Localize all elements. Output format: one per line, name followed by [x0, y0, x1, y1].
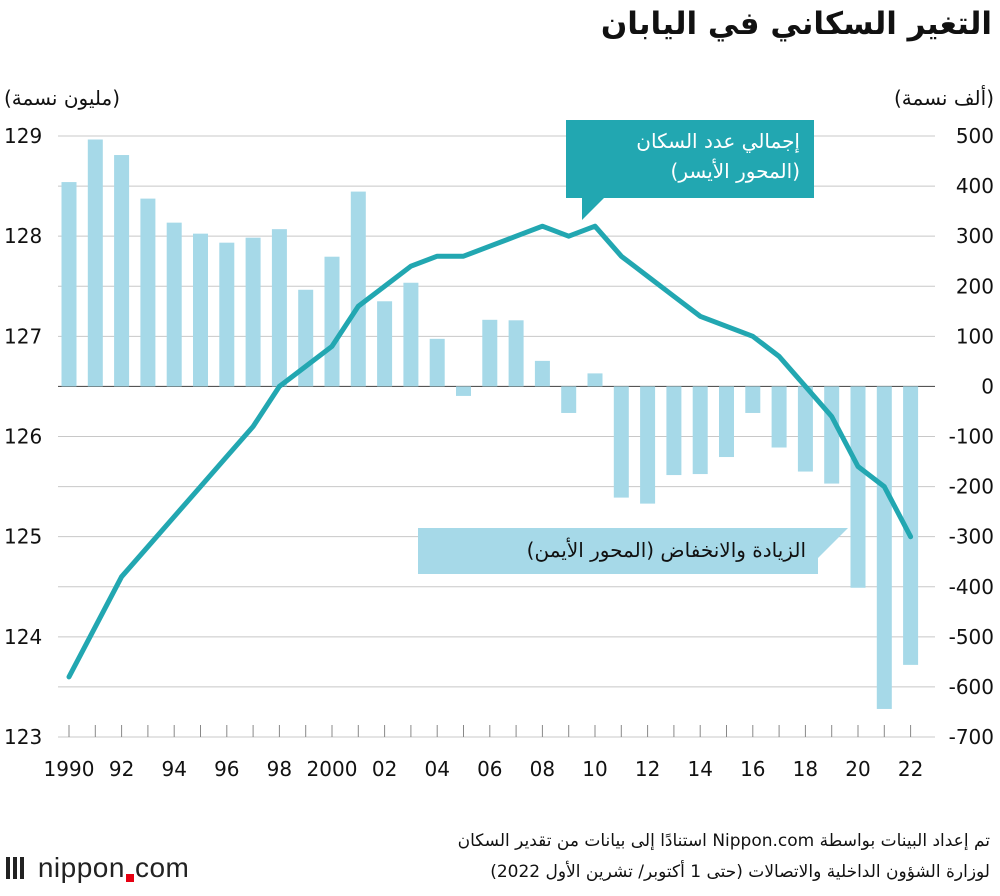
- x-tick-label: 2000: [307, 757, 358, 781]
- bar-2009: [561, 386, 577, 413]
- change-callout: الزيادة والانخفاض (المحور الأيمن): [418, 528, 848, 574]
- bar-2001: [350, 191, 366, 387]
- bar-1997: [245, 237, 261, 387]
- x-tick-label: 14: [687, 757, 712, 781]
- x-tick-label: 94: [161, 757, 186, 781]
- right-axis-tick: 100: [956, 324, 994, 348]
- bar-2018: [797, 386, 813, 472]
- x-tick-label: 10: [582, 757, 607, 781]
- x-tick-label: 98: [267, 757, 292, 781]
- bar-2016: [745, 386, 761, 413]
- x-tick-label: 20: [845, 757, 870, 781]
- right-axis-tick: -400: [949, 575, 994, 599]
- bar-2020: [850, 386, 866, 588]
- source-line-1: تم إعداد البينات بواسطة Nippon.com استنا…: [457, 831, 990, 851]
- bar-1991: [87, 139, 103, 387]
- bar-2014: [692, 386, 708, 475]
- bar-2007: [508, 320, 524, 387]
- bar-2002: [377, 301, 393, 387]
- bar-2022: [903, 386, 919, 665]
- logo-text-2: com: [134, 852, 190, 883]
- right-axis-tick: 400: [956, 174, 994, 198]
- right-axis-tick: 0: [981, 374, 994, 398]
- bar-2003: [403, 282, 419, 387]
- total-population-label: إجمالي عدد السكان: [636, 129, 800, 153]
- total-population-line: [66, 223, 914, 680]
- x-tick-label: 04: [424, 757, 449, 781]
- bar-2010: [587, 373, 603, 387]
- x-tick-label: 06: [477, 757, 502, 781]
- x-tick-label: 02: [372, 757, 397, 781]
- bar-1995: [193, 233, 208, 387]
- right-axis-tick: 500: [956, 124, 994, 148]
- right-axis-unit: (ألف نسمة): [893, 86, 994, 110]
- left-axis-tick: 126: [4, 425, 42, 449]
- bar-2008: [534, 360, 550, 387]
- left-axis-tick: 125: [4, 525, 42, 549]
- bar-2019: [824, 386, 840, 484]
- x-tick-label: 22: [898, 757, 923, 781]
- total-population-axis-note: (المحور الأيسر): [670, 159, 800, 183]
- bar-1990: [61, 182, 77, 387]
- left-axis-tick: 128: [4, 224, 42, 248]
- bar-2005: [456, 386, 471, 396]
- bar-1998: [271, 229, 287, 387]
- bar-2006: [482, 319, 498, 387]
- x-tick-label: 16: [740, 757, 765, 781]
- bar-2012: [640, 386, 656, 504]
- x-tick-label: 92: [109, 757, 134, 781]
- right-axis-tick: -300: [949, 525, 994, 549]
- x-tick-label: 1990: [44, 757, 95, 781]
- x-tick-label: 12: [635, 757, 660, 781]
- nippon-logo: nippon com: [6, 852, 189, 884]
- bar-2013: [666, 386, 682, 476]
- right-axis-tick: -600: [949, 675, 994, 699]
- left-axis-tick: 127: [4, 324, 42, 348]
- logo-mark-icon: [6, 857, 24, 879]
- chart-title: التغير السكاني في اليابان: [600, 6, 992, 42]
- bar-1996: [219, 242, 235, 387]
- source-line-2: لوزارة الشؤون الداخلية والاتصالات (حتى 1…: [490, 862, 990, 882]
- source-note: تم إعداد البينات بواسطة Nippon.com استنا…: [458, 826, 990, 888]
- bar-2000: [324, 256, 340, 387]
- bar-2004: [429, 338, 445, 387]
- right-axis-tick: -100: [949, 425, 994, 449]
- bar-1993: [140, 198, 156, 387]
- bar-2021: [876, 386, 892, 709]
- x-tick-label: 18: [793, 757, 818, 781]
- logo-text-1: nippon: [37, 852, 125, 883]
- bar-1994: [166, 222, 182, 387]
- right-axis-tick: -700: [949, 725, 994, 749]
- bar-1992: [114, 155, 130, 387]
- bar-2015: [719, 386, 734, 458]
- change-label: الزيادة والانخفاض (المحور الأيمن): [526, 538, 806, 562]
- right-axis-tick: 300: [956, 224, 994, 248]
- bar-2011: [613, 386, 629, 498]
- bar-2017: [771, 386, 787, 448]
- left-axis-tick: 129: [4, 124, 42, 148]
- left-axis-tick: 123: [4, 725, 42, 749]
- logo-dot-icon: [125, 874, 134, 882]
- left-axis-unit: (مليون نسمة): [4, 86, 121, 110]
- right-axis-tick: -500: [949, 625, 994, 649]
- total-population-callout: إجمالي عدد السكان (المحور الأيسر): [566, 120, 814, 220]
- right-axis-tick: 200: [956, 274, 994, 298]
- x-tick-label: 96: [214, 757, 239, 781]
- right-axis-tick: -200: [949, 475, 994, 499]
- x-tick-label: 08: [530, 757, 555, 781]
- left-axis-tick: 124: [4, 625, 42, 649]
